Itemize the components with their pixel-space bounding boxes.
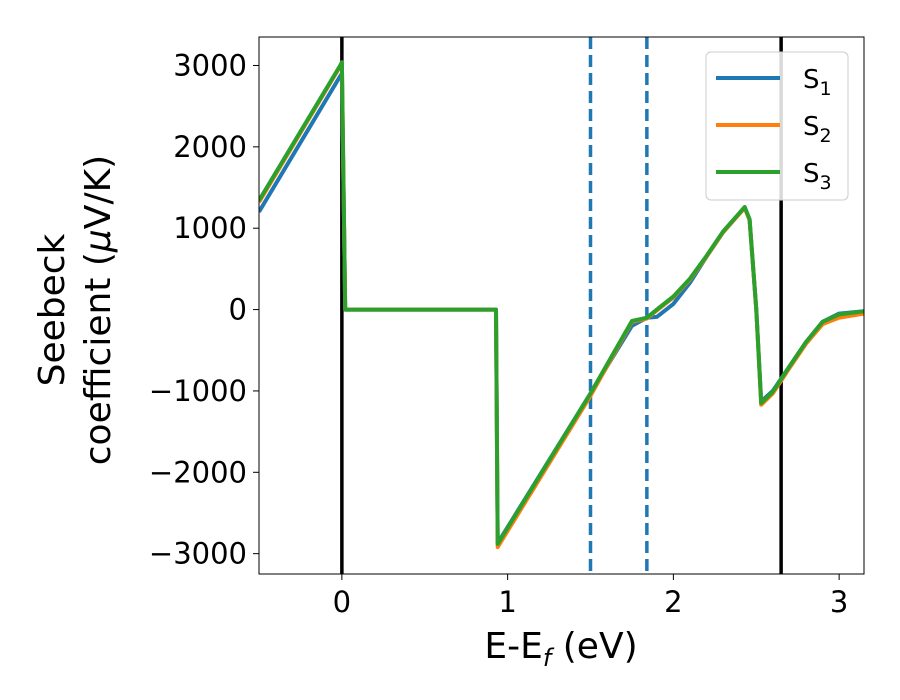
x-axis-title-unit: (eV) (551, 626, 637, 667)
x-axis-title: E-Ef (eV) (484, 626, 637, 672)
y-axis-title-line2-a: coefficient ( (78, 252, 119, 465)
y-tick-label: 1000 (173, 211, 247, 245)
series-lines (259, 60, 864, 550)
y-tick-label: 2000 (173, 130, 247, 164)
series-line-s3 (259, 60, 864, 546)
y-tick-label: −2000 (149, 455, 247, 489)
y-axis-title-line1: Seebeck (32, 233, 73, 386)
legend: S1 S2 S3 (705, 51, 849, 201)
x-tick-label: 2 (664, 585, 682, 619)
y-tick-label: −3000 (149, 537, 247, 571)
y-axis-title-mu: μ (78, 229, 119, 253)
y-tick-label: 0 (229, 293, 247, 327)
y-tick-label: 3000 (173, 48, 247, 82)
y-tick-label: −1000 (149, 374, 247, 408)
x-tick-label: 3 (830, 585, 848, 619)
y-axis-title-line2: coefficient (μV/K) (78, 155, 119, 465)
plot-frame (258, 36, 865, 575)
x-tick-label: 1 (498, 585, 516, 619)
legend-label-s3: S3 (803, 159, 832, 194)
y-axis-title: Seebeck coefficient (μV/K) (32, 155, 119, 465)
legend-label-s1: S1 (803, 65, 832, 100)
x-axis-title-main: E-E (484, 626, 542, 667)
y-axis-title-line2-b: V/K) (78, 155, 119, 229)
x-tick-label: 0 (333, 585, 351, 619)
legend-label-s2: S2 (803, 112, 832, 147)
axis-ticks: 0 1 2 3 −3000 −2000 −1000 0 1000 2000 3000 (149, 48, 848, 619)
